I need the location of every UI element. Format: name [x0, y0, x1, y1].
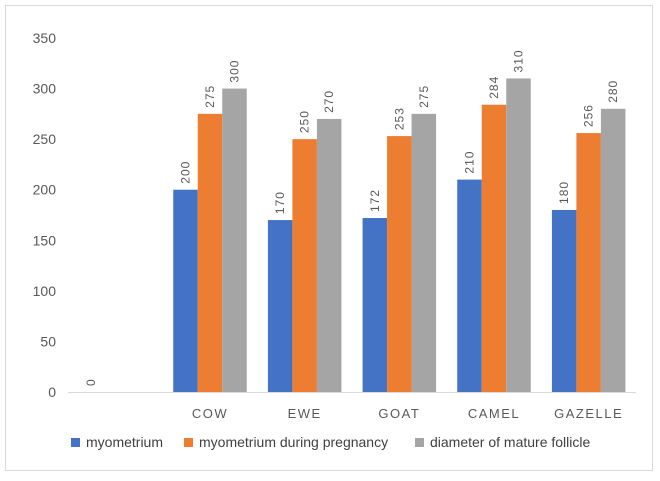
data-label: 200 [179, 161, 193, 184]
y-tick-label: 250 [33, 131, 57, 147]
x-tick-label: GOAT [378, 406, 420, 421]
y-tick-label: 100 [33, 283, 57, 299]
legend-label: myometrium during pregnancy [199, 434, 388, 450]
data-label: 250 [298, 110, 312, 133]
data-label: 210 [463, 151, 477, 174]
data-label: 172 [368, 189, 382, 212]
y-tick-label: 150 [33, 232, 57, 248]
legend-label: myometrium [86, 434, 163, 450]
y-tick-label: 300 [33, 81, 57, 97]
data-label: 280 [606, 80, 620, 103]
data-label: 275 [203, 85, 217, 108]
x-tick-label: GAZELLE [554, 406, 623, 421]
data-label: 170 [273, 191, 287, 214]
bar [222, 88, 247, 393]
legend-swatch [71, 438, 80, 447]
y-axis-ticks: 0 50 100 150 200 250 300 350 [33, 30, 57, 400]
data-label: 256 [582, 104, 596, 127]
bar [600, 108, 626, 393]
bar [576, 133, 601, 392]
bar [457, 179, 482, 392]
bar [551, 209, 577, 392]
data-label: 253 [392, 107, 406, 130]
data-label: 270 [322, 90, 336, 113]
data-label: 310 [512, 49, 526, 72]
x-tick-label: CAMEL [468, 406, 520, 421]
data-label: 0 [84, 378, 98, 386]
data-labels: 0 200 275 300 170 250 270 172 253 275 210 284 310 180… [84, 49, 620, 386]
bar [506, 78, 531, 392]
legend-swatch [184, 438, 193, 447]
data-label: 284 [487, 76, 501, 99]
x-tick-label: COW [192, 406, 228, 421]
bar [292, 139, 317, 392]
bar [362, 218, 388, 392]
bar [387, 136, 412, 392]
legend-swatch [415, 438, 424, 447]
bar [316, 118, 342, 393]
data-label: 300 [228, 60, 242, 83]
y-tick-label: 0 [48, 384, 56, 400]
data-label: 180 [557, 181, 571, 204]
category-labels: COW EWE GOAT CAMEL GAZELLE [192, 406, 623, 421]
bar [411, 113, 437, 392]
x-tick-label: EWE [288, 406, 322, 421]
legend-label: diameter of mature follicle [430, 434, 591, 450]
bar [481, 104, 507, 393]
bar [267, 220, 293, 392]
y-tick-label: 350 [33, 30, 57, 46]
legend: myometrium myometrium during pregnancy dia… [71, 434, 591, 450]
y-tick-label: 50 [40, 333, 56, 349]
bars [173, 78, 626, 393]
y-tick-label: 200 [33, 182, 57, 198]
bar [173, 189, 198, 392]
bar [197, 113, 223, 392]
data-label: 275 [417, 85, 431, 108]
